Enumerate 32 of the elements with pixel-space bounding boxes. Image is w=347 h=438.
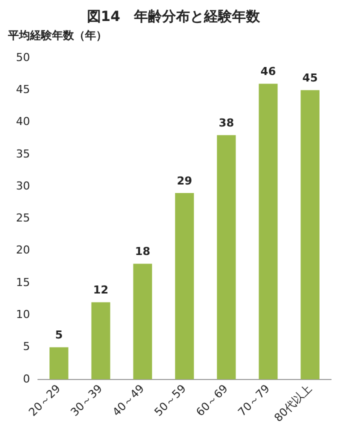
y-tick-label: 25 xyxy=(16,212,30,225)
x-tick-label: 60～69 xyxy=(194,382,230,419)
bar xyxy=(258,84,278,380)
x-tick-label: 70～79 xyxy=(236,382,272,419)
bar xyxy=(300,90,320,380)
y-tick-label: 20 xyxy=(16,244,30,257)
y-axis-title: 平均経験年数（年） xyxy=(8,28,108,42)
bar xyxy=(133,264,152,380)
bar xyxy=(91,302,110,380)
y-tick-label: 15 xyxy=(16,276,30,289)
bar xyxy=(175,193,194,380)
x-tick-label: 40～49 xyxy=(110,382,147,419)
x-tick-label: 30～39 xyxy=(68,382,105,419)
y-tick-label: 50 xyxy=(16,50,30,64)
y-tick-label: 45 xyxy=(16,83,30,96)
y-tick-label: 10 xyxy=(16,308,30,322)
chart-title: 図14 年齢分布と経験年数 xyxy=(86,8,262,27)
data-label: 18 xyxy=(134,245,150,258)
bar xyxy=(50,347,68,380)
x-tick-label: 50～59 xyxy=(152,382,189,419)
data-label: 45 xyxy=(302,72,318,85)
data-label: 12 xyxy=(93,284,108,297)
data-label: 29 xyxy=(176,174,192,188)
y-tick-label: 40 xyxy=(16,115,30,128)
x-tick-label: 80代以上 xyxy=(272,382,314,424)
y-tick-label: 5 xyxy=(22,340,30,354)
y-tick-label: 35 xyxy=(16,147,30,160)
y-tick-label: 30 xyxy=(16,179,30,192)
data-label: 5 xyxy=(55,328,63,342)
data-label: 38 xyxy=(218,116,234,130)
data-label: 46 xyxy=(260,65,276,78)
bar xyxy=(216,135,236,380)
